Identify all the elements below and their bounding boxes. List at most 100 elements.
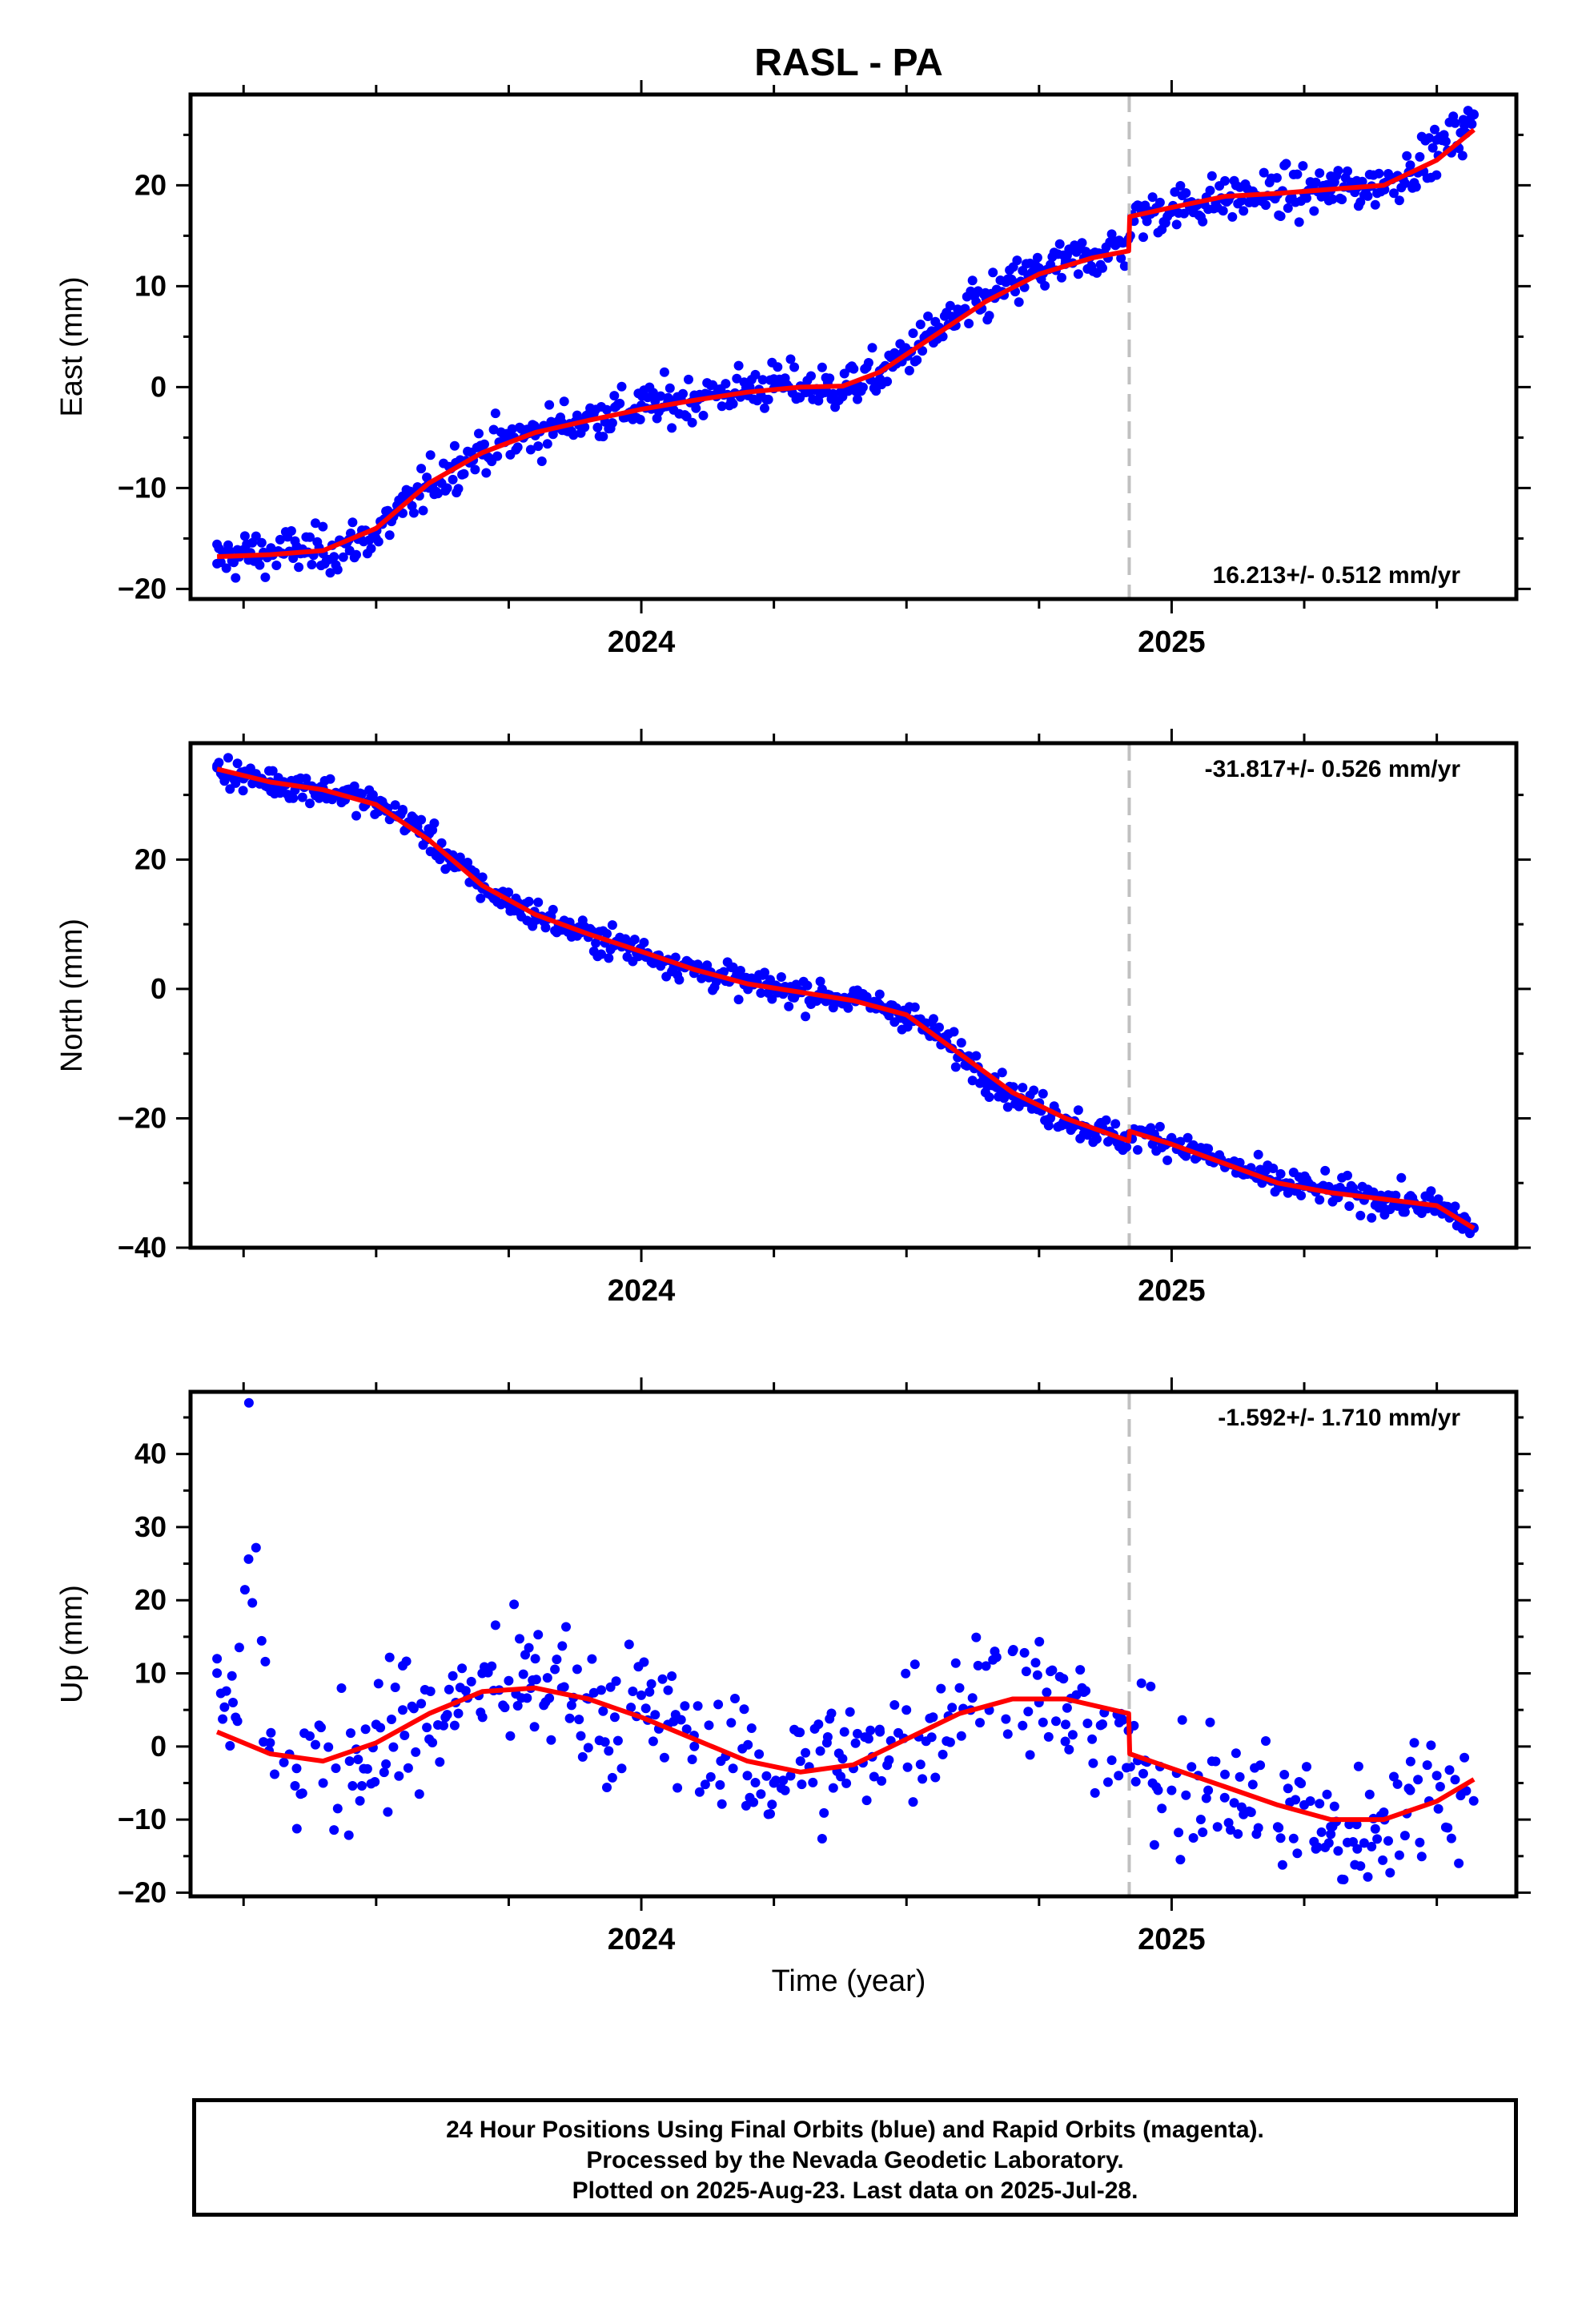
- observation-point: [904, 365, 914, 376]
- observation-point: [795, 1756, 805, 1767]
- observation-point: [297, 1788, 307, 1799]
- observation-point: [487, 1661, 497, 1671]
- observation-point: [1220, 1769, 1230, 1779]
- observation-point: [836, 1771, 846, 1782]
- observation-point: [232, 1716, 243, 1727]
- observation-point: [1312, 1842, 1323, 1852]
- observation-point: [231, 573, 241, 583]
- observation-point: [901, 1668, 911, 1679]
- footer-line-1: 24 Hour Positions Using Final Orbits (bl…: [446, 2117, 1264, 2143]
- observation-point: [1042, 1687, 1052, 1698]
- observation-point: [1460, 1752, 1470, 1763]
- observation-point: [1415, 1837, 1425, 1848]
- observation-point: [1426, 1740, 1436, 1751]
- observation-point: [1275, 1833, 1286, 1844]
- observation-point: [453, 1708, 464, 1719]
- observation-point: [635, 414, 645, 424]
- observation-point: [715, 1779, 725, 1790]
- observation-point: [1322, 1789, 1332, 1799]
- observation-point: [371, 1719, 381, 1730]
- observation-point: [1402, 151, 1412, 161]
- observation-point: [741, 1800, 751, 1811]
- observation-point: [435, 1757, 445, 1767]
- observation-point: [256, 537, 267, 548]
- observation-point: [1136, 1678, 1146, 1688]
- observation-point: [984, 311, 994, 321]
- observation-point: [260, 572, 271, 582]
- observation-point: [626, 1703, 636, 1713]
- observation-point: [1450, 1775, 1460, 1785]
- observation-point: [1275, 211, 1286, 221]
- observation-point: [691, 403, 701, 413]
- observation-point: [533, 897, 544, 907]
- observation-point: [223, 753, 233, 763]
- observation-point: [815, 1746, 825, 1756]
- observation-point: [1116, 253, 1126, 263]
- observation-point: [239, 531, 250, 541]
- observation-point: [1188, 1833, 1199, 1843]
- observation-point: [607, 1772, 617, 1783]
- observation-point: [929, 1014, 938, 1024]
- observation-point: [459, 468, 469, 479]
- observation-point: [1389, 188, 1399, 199]
- observation-point: [531, 1675, 541, 1685]
- observation-point: [540, 923, 551, 933]
- velocity-annotation: -31.817+/- 0.526 mm/yr: [1205, 756, 1461, 782]
- observation-point: [821, 387, 832, 397]
- observation-point: [602, 404, 612, 415]
- observation-point: [1440, 136, 1451, 147]
- observation-point: [536, 456, 547, 466]
- observation-point: [1186, 1762, 1197, 1772]
- observation-point: [908, 328, 918, 339]
- observation-point: [689, 1741, 700, 1751]
- observation-point: [1283, 1783, 1293, 1794]
- observation-point: [1118, 1715, 1128, 1725]
- observation-point: [1054, 239, 1065, 249]
- observation-point: [1229, 1798, 1239, 1808]
- observation-point: [271, 561, 282, 570]
- observation-point: [1166, 1132, 1177, 1143]
- observation-point: [1281, 159, 1291, 169]
- model-fit-line: [216, 127, 1476, 560]
- observation-point: [1154, 197, 1165, 207]
- observation-point: [529, 1722, 540, 1732]
- observation-point: [616, 381, 627, 392]
- observation-point: [1198, 216, 1208, 227]
- observation-point: [1458, 115, 1468, 125]
- observation-point: [411, 1747, 421, 1757]
- observation-point: [971, 1632, 982, 1642]
- observation-point: [1351, 1819, 1362, 1830]
- observation-point: [889, 1700, 900, 1710]
- observation-point: [659, 367, 669, 377]
- observation-point: [1399, 1207, 1410, 1217]
- observation-point: [1203, 1785, 1214, 1795]
- observation-point: [247, 1598, 258, 1608]
- observation-point: [778, 1775, 789, 1786]
- observation-point: [228, 1698, 238, 1707]
- observation-point: [400, 1731, 410, 1740]
- observation-point: [460, 1686, 471, 1696]
- observation-point: [1288, 1833, 1299, 1844]
- observation-point: [294, 562, 304, 573]
- model-fit-line: [215, 1685, 1476, 1823]
- velocity-annotation: -1.592+/- 1.710 mm/yr: [1218, 1405, 1460, 1431]
- velocity-annotation: 16.213+/- 0.512 mm/yr: [1213, 562, 1461, 589]
- panels: −20 −10 0 10 20 2024 2025 East (mm) 16.213+/- 0.…: [55, 80, 1531, 1956]
- observation-point: [648, 1736, 658, 1747]
- observation-point: [474, 428, 484, 439]
- observation-point: [936, 1683, 946, 1694]
- observation-point: [1279, 1770, 1290, 1779]
- observation-point: [366, 544, 376, 553]
- observation-point: [1391, 1190, 1401, 1200]
- y-tick-label: 0: [151, 972, 167, 1005]
- observation-point: [917, 346, 928, 356]
- observation-point: [629, 935, 640, 945]
- observation-point: [1315, 168, 1325, 179]
- observation-point: [291, 1763, 302, 1774]
- observation-point: [773, 362, 783, 372]
- observation-point: [221, 1686, 231, 1696]
- observation-point: [665, 383, 675, 393]
- observation-point: [424, 1734, 435, 1744]
- observation-point: [518, 1669, 528, 1679]
- observation-point: [806, 371, 816, 381]
